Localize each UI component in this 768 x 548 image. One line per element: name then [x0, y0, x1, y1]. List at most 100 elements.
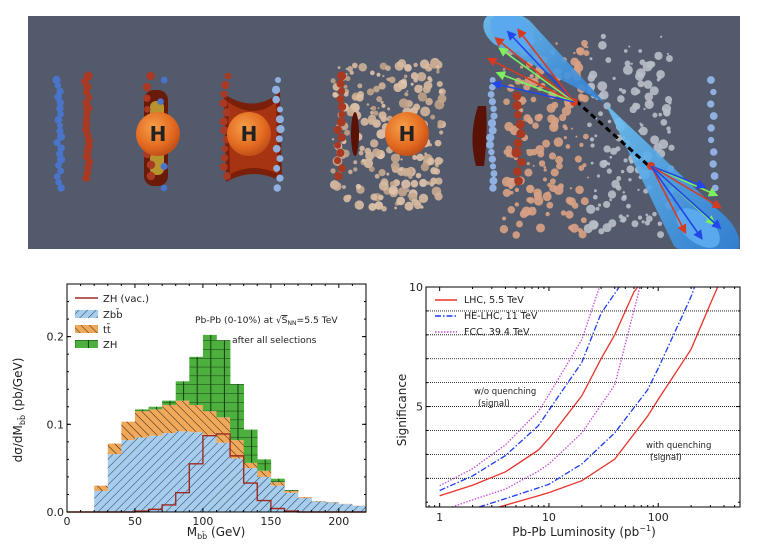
particle — [224, 72, 232, 80]
bar-zh — [189, 356, 204, 406]
particle — [157, 98, 164, 105]
particle — [274, 76, 282, 84]
particle — [488, 97, 496, 106]
particle — [555, 42, 558, 45]
particle — [378, 180, 389, 191]
particle — [563, 136, 567, 140]
legend-label-tt: tt̄ — [103, 323, 111, 336]
blue-particle-arrow — [506, 30, 575, 103]
particle — [220, 154, 229, 162]
particle — [565, 196, 574, 205]
particle — [525, 184, 535, 194]
nucleus-blue-1 — [52, 75, 66, 192]
particle — [707, 124, 715, 132]
bar-zbb — [311, 501, 326, 512]
particle — [590, 161, 594, 165]
bar-zbb — [134, 437, 149, 512]
y-axis-label: dσ/dMbb̄ (pb/GeV) — [11, 358, 27, 463]
mass-histogram-chart: 0 50 100 150 200 0.0 0.1 0.2 ZH (vac.) Zbb̄ tt̄… — [11, 283, 367, 541]
particle — [533, 188, 542, 198]
particle — [545, 211, 550, 217]
particle — [543, 165, 547, 169]
particle — [504, 121, 514, 132]
green-particle-arrow — [495, 71, 575, 103]
legend-swatch-zh — [75, 340, 98, 348]
particle — [639, 122, 642, 125]
particle — [386, 78, 389, 81]
particle — [615, 146, 621, 152]
particle — [575, 135, 578, 138]
particle — [548, 152, 557, 160]
legend-label-he-lhc: HE-LHC, 11 TeV — [464, 311, 538, 322]
particle — [410, 106, 418, 115]
blue-particle-arrow — [491, 80, 575, 103]
bar-zbb — [107, 454, 122, 512]
particle — [587, 122, 592, 128]
particle — [53, 173, 61, 180]
particle — [435, 177, 443, 185]
particle — [637, 188, 640, 191]
particle — [643, 80, 653, 89]
particle — [550, 168, 559, 177]
histogram-bars — [94, 334, 367, 512]
particle — [510, 177, 516, 183]
particle — [658, 112, 663, 117]
particle — [657, 221, 663, 227]
particle — [489, 184, 497, 192]
particle — [333, 157, 342, 165]
particle — [607, 190, 617, 199]
particle — [356, 93, 364, 102]
particle — [434, 192, 443, 201]
legend-swatch-tt — [75, 325, 98, 333]
particle — [143, 94, 151, 102]
particle — [420, 163, 430, 172]
bar-zh — [243, 429, 258, 463]
particle — [598, 41, 607, 50]
particle — [665, 55, 673, 62]
particle — [650, 135, 660, 145]
particle — [503, 98, 510, 106]
particle — [709, 160, 717, 168]
particle — [555, 155, 564, 164]
bar-zh — [162, 400, 177, 406]
bar-zh — [202, 334, 217, 412]
particle — [490, 170, 498, 178]
particle — [502, 188, 511, 197]
y-tick-label: 10 — [409, 281, 423, 294]
particle — [370, 110, 374, 115]
particle — [638, 129, 641, 133]
higgs-sphere — [227, 112, 271, 156]
particle — [57, 132, 66, 141]
particle — [330, 168, 336, 174]
particle — [551, 101, 559, 109]
particle — [580, 217, 587, 224]
particle — [590, 220, 599, 229]
particle — [530, 96, 537, 103]
particle — [416, 72, 427, 82]
x-axis-label-close: ) — [651, 525, 656, 539]
higgs-label: H — [150, 122, 167, 146]
y-tick-label: 0.0 — [47, 506, 65, 519]
particle — [515, 119, 525, 130]
particle — [404, 63, 412, 72]
particle — [526, 161, 530, 166]
particle — [516, 220, 523, 228]
particle — [336, 148, 345, 158]
particle — [389, 181, 396, 187]
particle — [359, 145, 365, 152]
particle — [607, 119, 612, 124]
particle — [332, 181, 342, 191]
particle — [624, 60, 631, 67]
particle — [436, 65, 440, 69]
red-particle-arrow — [517, 28, 575, 103]
particle — [337, 133, 346, 142]
particle — [638, 49, 643, 53]
particle — [385, 117, 389, 121]
particle — [603, 200, 611, 209]
particle — [393, 83, 403, 93]
particle — [592, 194, 598, 200]
legend-label-zh: ZH — [103, 340, 117, 351]
particle — [637, 80, 645, 88]
nucleus-blue-3 — [271, 76, 285, 192]
bar-zbb — [202, 434, 217, 512]
